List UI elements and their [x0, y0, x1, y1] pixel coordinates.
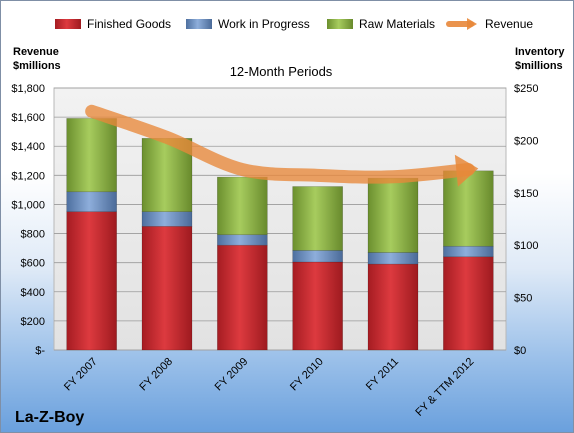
right-axis-ticks: $0 $50 $100 $150 $200 $250	[514, 83, 538, 357]
left-axis-ticks: $- $200 $400 $600 $800 $1,000 $1,200 $1,400 $1,6…	[11, 83, 45, 357]
bar-raw-materials	[443, 170, 494, 247]
legend-label-finished-goods: Finished Goods	[87, 17, 171, 31]
left-tick-label: $800	[21, 229, 45, 241]
left-tick-label: $1,400	[11, 141, 45, 153]
company-name: La-Z-Boy	[15, 409, 84, 426]
left-tick-label: $600	[21, 258, 45, 270]
right-tick-label: $250	[514, 83, 538, 95]
chart-subtitle: 12-Month Periods	[230, 64, 333, 79]
category-label: FY & TTM 2012	[413, 356, 476, 419]
bar-work-in-progress	[443, 245, 494, 258]
bar-work-in-progress	[66, 191, 117, 212]
bar-raw-materials	[292, 186, 343, 251]
category-labels: FY 2007 FY 2008 FY 2009 FY 2010 FY 2011 FY & …	[62, 356, 476, 419]
legend-label-revenue: Revenue	[485, 17, 533, 31]
left-axis-title-line2: $millions	[13, 60, 61, 72]
bar-finished-goods	[141, 226, 193, 351]
left-tick-label: $-	[35, 345, 45, 357]
legend-label-raw-materials: Raw Materials	[359, 17, 435, 31]
legend: Finished Goods Work in Progress Raw Mate…	[55, 17, 533, 31]
right-axis-title-line2: $millions	[515, 60, 563, 72]
legend-label-work-in-progress: Work in Progress	[218, 17, 310, 31]
bar-raw-materials	[66, 118, 117, 193]
left-tick-label: $1,000	[11, 199, 45, 211]
gridlines	[54, 87, 506, 351]
right-axis-title-line1: Inventory	[515, 46, 565, 58]
category-label: FY 2009	[213, 356, 251, 394]
bar-raw-materials	[367, 177, 419, 253]
right-tick-label: $100	[514, 240, 538, 252]
right-tick-label: $150	[514, 188, 538, 200]
legend-swatch-finished-goods	[55, 19, 81, 29]
revenue-line	[85, 104, 479, 187]
bar-finished-goods	[367, 263, 419, 351]
right-tick-label: $0	[514, 345, 526, 357]
category-label: FY 2010	[288, 356, 326, 394]
bar-finished-goods	[66, 211, 117, 351]
right-tick-label: $50	[514, 293, 532, 305]
bar-work-in-progress	[217, 234, 268, 246]
legend-swatch-work-in-progress	[186, 19, 212, 29]
left-tick-label: $200	[21, 316, 45, 328]
revenue-line-path	[85, 104, 475, 184]
left-tick-label: $1,600	[11, 112, 45, 124]
category-label: FY 2008	[137, 356, 175, 394]
category-label: FY 2011	[364, 356, 401, 393]
bar-finished-goods	[217, 244, 268, 351]
right-tick-label: $200	[514, 135, 538, 147]
category-label: FY 2007	[62, 356, 100, 394]
left-tick-label: $1,200	[11, 170, 45, 182]
bar-work-in-progress	[292, 250, 343, 263]
left-tick-label: $1,800	[11, 83, 45, 95]
left-tick-label: $400	[21, 287, 45, 299]
bar-raw-materials	[217, 176, 268, 236]
bar-finished-goods	[443, 256, 494, 351]
legend-swatch-raw-materials	[327, 19, 353, 29]
bar-work-in-progress	[367, 252, 419, 265]
legend-swatch-revenue-arrowhead	[467, 18, 477, 30]
left-axis-title-line1: Revenue	[13, 46, 59, 58]
revenue-arrowhead	[454, 154, 479, 187]
bar-finished-goods	[292, 261, 343, 351]
bar-work-in-progress	[141, 211, 193, 227]
bar-series	[66, 118, 494, 351]
